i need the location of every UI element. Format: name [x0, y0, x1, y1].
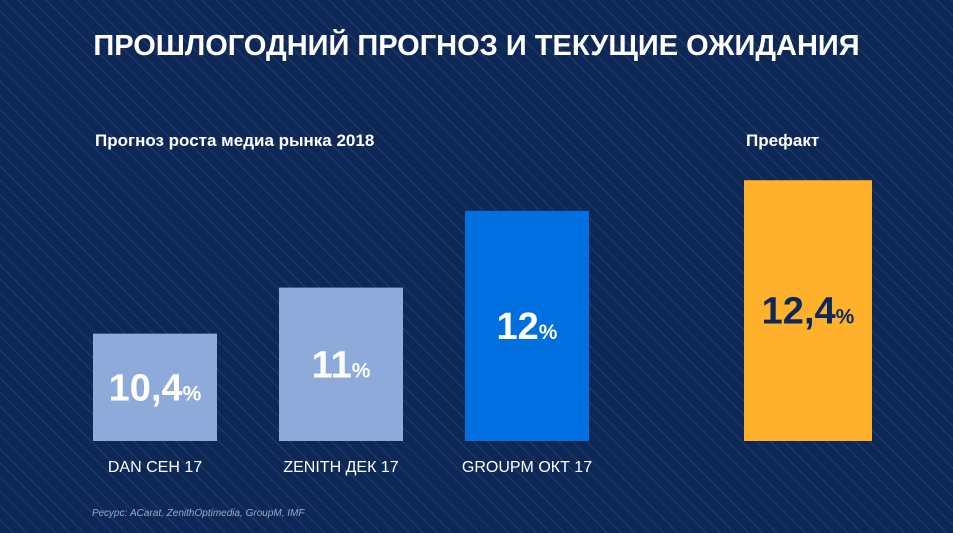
bar-value-label: 12%: [497, 306, 558, 348]
source-note: Ресурс: ACarat, ZenithOptimedia, GroupM,…: [92, 508, 305, 519]
bar-value-label: 12,4%: [762, 291, 855, 333]
category-label: GROUPM ОКТ 17: [462, 459, 592, 476]
category-label: ZENITH ДЕК 17: [283, 459, 398, 476]
bar: [279, 287, 403, 441]
bar-value-label: 10,4%: [109, 367, 202, 409]
forecast-group-title: Прогноз роста медиа рынка 2018: [95, 131, 375, 150]
category-label: DAN СЕН 17: [108, 459, 202, 476]
bar: [744, 180, 872, 441]
prefact-group-title: Префакт: [746, 131, 820, 150]
bar: [93, 333, 217, 441]
bar-value-label: 11%: [312, 344, 371, 386]
page-title: ПРОШЛОГОДНИЙ ПРОГНОЗ И ТЕКУЩИЕ ОЖИДАНИЯ: [93, 30, 860, 62]
bar: [465, 210, 589, 441]
